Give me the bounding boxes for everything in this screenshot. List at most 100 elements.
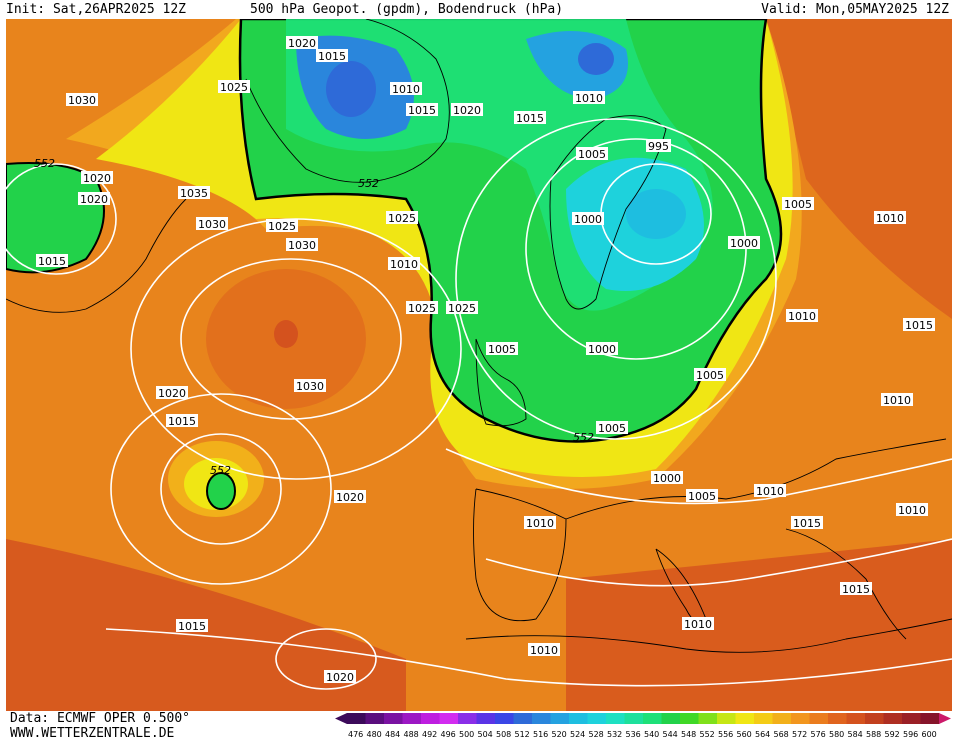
- isobar-label-bg: [840, 582, 872, 595]
- isobar-line: [445, 448, 952, 505]
- isobar-label: 1015: [166, 414, 198, 428]
- isobar-label-bg: [66, 93, 98, 106]
- isobar-ring: [160, 433, 282, 545]
- isobar-label: 1030: [196, 217, 228, 231]
- isobar-label-bg: [728, 236, 760, 249]
- canada-coast: [6, 198, 187, 313]
- isobar-label: 1035: [178, 186, 210, 200]
- init-time-label: Init: Sat,26APR2025 12Z: [6, 2, 187, 17]
- scale-swatch: [920, 713, 940, 724]
- isobar-label-text: 1010: [390, 258, 418, 271]
- isobar-line: [105, 628, 952, 687]
- isobar-label-bg: [754, 484, 786, 497]
- isobar-label-bg: [528, 643, 560, 656]
- isobar-label-text: 1005: [688, 490, 716, 503]
- scale-tick-label: 580: [829, 730, 844, 739]
- isobar-label-text: 1030: [296, 380, 324, 393]
- scale-swatch: [754, 713, 773, 724]
- scale-swatch: [680, 713, 699, 724]
- scale-swatch: [791, 713, 810, 724]
- scandinavia-low-core: [626, 189, 686, 239]
- cutoff-green: [206, 472, 236, 510]
- isobar-label-bg: [324, 670, 356, 683]
- color-scale: 476 480 484 488 492 496 500 504 508 512 516 520 524 5…: [335, 713, 951, 739]
- isobar-label-text: 1030: [198, 218, 226, 231]
- geopotential-labels: 552 552 552 552: [34, 157, 594, 477]
- isobar-label-text: 1020: [288, 37, 316, 50]
- isobar-label-bg: [156, 386, 188, 399]
- isobar-label-bg: [881, 393, 913, 406]
- scale-swatch: [532, 713, 551, 724]
- scale-tick-label: 572: [792, 730, 807, 739]
- scale-swatch: [698, 713, 718, 724]
- turkey-coast: [785, 528, 907, 640]
- isobar-label-text: 1015: [793, 517, 821, 530]
- isobar-label-bg: [286, 36, 318, 49]
- footer-bar: Data: ECMWF OPER 0.500° WWW.WETTERZENTRA…: [0, 711, 959, 741]
- isobar-label-bg: [486, 342, 518, 355]
- scale-tick-label: 512: [515, 730, 530, 739]
- scale-swatch: [883, 713, 903, 724]
- north-africa-coast: [465, 618, 952, 653]
- scale-swatch: [384, 713, 403, 724]
- scale-tick-label: 480: [367, 730, 382, 739]
- isobar-label-text: 1015: [516, 112, 544, 125]
- isobar-label-text: 1015: [318, 50, 346, 63]
- isobar-label: 1020: [334, 490, 366, 504]
- isobar-label-bg: [406, 103, 438, 116]
- scale-tick-label: 524: [570, 730, 585, 739]
- scale-tick-label: 540: [644, 730, 659, 739]
- isobar-label-text: 1030: [288, 239, 316, 252]
- britain-coast: [475, 338, 527, 427]
- scale-swatch: [550, 713, 570, 724]
- isobar-label-text: 1020: [453, 104, 481, 117]
- isobar-label: 1010: [524, 516, 556, 530]
- isobar-label-text: 1015: [178, 620, 206, 633]
- isobar-label-text: 1000: [588, 343, 616, 356]
- scale-tick-label: 516: [533, 730, 548, 739]
- isobar-label-text: 1025: [220, 81, 248, 94]
- scale-swatch: [365, 713, 385, 724]
- scale-swatch: [828, 713, 847, 724]
- scale-swatch: [717, 713, 736, 724]
- scale-tick-label: 552: [700, 730, 715, 739]
- isobar-label: 1025: [266, 219, 298, 233]
- isobar-label: 1020: [78, 192, 110, 206]
- scale-swatch: [569, 713, 588, 724]
- isobar-label-bg: [596, 421, 628, 434]
- scale-swatch: [809, 713, 829, 724]
- isobar-label: 1010: [528, 643, 560, 657]
- isobar-label-bg: [786, 309, 818, 322]
- scale-swatch: [902, 713, 921, 724]
- field-east: [766, 19, 952, 319]
- isobar-label: 1005: [486, 342, 518, 356]
- chart-title: 500 hPa Geopot. (gpdm), Bodendruck (hPa): [250, 2, 564, 17]
- isobar-ring: [275, 628, 377, 690]
- isobar-label-text: 1005: [696, 369, 724, 382]
- isobar-label-text: 1000: [730, 237, 758, 250]
- isobar-label: 1015: [316, 49, 348, 63]
- isobar-label-bg: [294, 379, 326, 392]
- isobar-label-bg: [694, 368, 726, 381]
- header-bar: Init: Sat,26APR2025 12Z 500 hPa Geopot. …: [0, 0, 959, 19]
- isobar-label-text: 1010: [876, 212, 904, 225]
- isobar-label-bg: [78, 192, 110, 205]
- scale-swatch: [606, 713, 625, 724]
- scale-tick-label: 496: [441, 730, 456, 739]
- isobar-label-bg: [791, 516, 823, 529]
- isobar-label-bg: [446, 301, 478, 314]
- isobar-label: 1020: [286, 36, 318, 50]
- isobar-label-text: 1025: [448, 302, 476, 315]
- isobar-label-bg: [896, 503, 928, 516]
- scale-swatch: [458, 713, 477, 724]
- isobar-label-bg: [36, 254, 68, 267]
- high-center: [274, 320, 298, 348]
- greenland-low-core: [326, 61, 376, 117]
- greenland-coast: [245, 19, 450, 183]
- isobar-label: 1010: [573, 91, 605, 105]
- scale-swatch: [661, 713, 681, 724]
- isobar-label-text: 1015: [842, 583, 870, 596]
- geopot-label: 552: [358, 177, 379, 190]
